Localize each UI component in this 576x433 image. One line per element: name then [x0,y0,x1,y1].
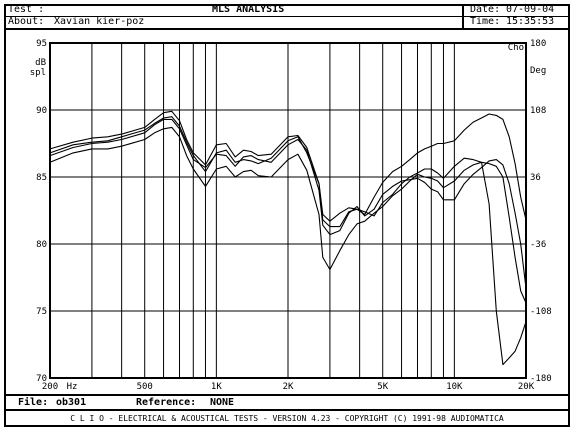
file-value: ob301 [56,397,87,408]
series-line-4 [49,113,527,222]
x-tick-label: 1K [211,382,222,392]
y-axis-label: spl [30,68,46,78]
time-value: 15:35:53 [506,16,555,27]
clio-banner: C L I O - ELECTRICAL & ACOUSTICAL TESTS … [70,414,504,423]
file-bar: File: ob301 Reference: NONE [4,394,570,411]
reference-label: Reference: [136,397,197,408]
y-tick-label: 80 [36,240,47,250]
chart-series [49,110,527,366]
y2-tick-label: -180 [530,374,552,384]
x-tick-label: 200 [42,382,58,392]
x-tick-label: 5K [377,382,388,392]
y2-tick-label: -108 [530,307,552,317]
y-tick-label: 75 [36,307,47,317]
y2-tick-label: 180 [530,39,546,49]
chart-frame [4,4,570,427]
y-tick-label: 95 [36,39,47,49]
file-label: File: [18,397,49,408]
y-tick-label: 70 [36,374,47,384]
x-axis-label: Hz [67,382,78,392]
header-row-divider-left [4,16,462,17]
about-label: About: [8,16,45,27]
y-axis-label: dB [35,58,46,68]
reference-value: NONE [210,397,235,408]
y-tick-label: 85 [36,173,47,183]
y2-axis-label: Deg [530,66,546,76]
x-tick-label: 500 [137,382,153,392]
about-value: Xavian kier-poz [54,16,145,27]
test-label: Test : [8,4,45,15]
y2-tick-label: 36 [530,173,541,183]
y-tick-label: 90 [36,106,47,116]
series-line-2 [49,110,527,304]
header-bar: Test : About: Xavian kier-poz MLS ANALYS… [4,4,570,30]
date-label: Date: [470,4,501,15]
x-tick-label: 2K [283,382,294,392]
header-row-divider-right [462,16,570,17]
chart-labels: 70 75 80 85 90 95 -180 -108 -36 36 108 180 200 500 1K 2… [30,39,552,392]
analysis-title: MLS ANALYSIS [212,4,285,15]
series-line-1 [49,118,527,289]
x-tick-label: 20K [518,382,535,392]
y2-axis-top-label: Cho [508,43,524,53]
time-label: Time: [470,16,501,27]
plot-border [49,42,527,379]
chart-grid [49,42,527,379]
y2-tick-label: 108 [530,106,546,116]
y2-tick-label: -36 [530,240,546,250]
series-line-3 [49,126,527,366]
date-value: 07-09-04 [506,4,555,15]
x-tick-label: 10K [446,382,463,392]
